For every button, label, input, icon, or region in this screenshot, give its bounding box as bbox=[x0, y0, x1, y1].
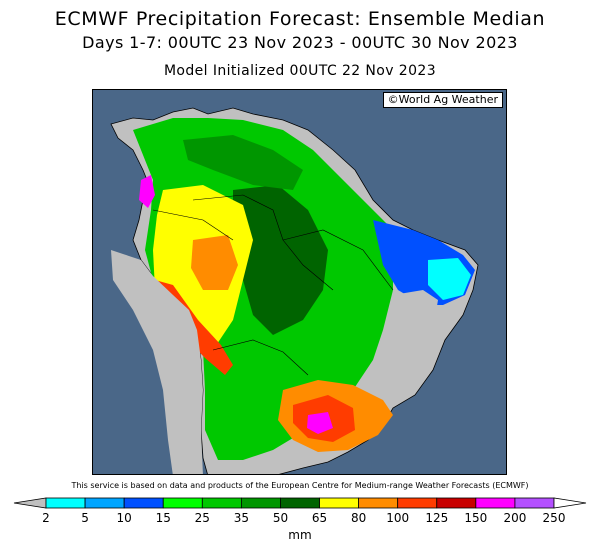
color-legend: 2 5 10 15 25 35 50 65 80 100 125 150 200 250 mm bbox=[12, 494, 588, 548]
precipitation-map: ©World Ag Weather bbox=[92, 89, 507, 475]
legend-color-swatch bbox=[162, 497, 203, 509]
precip-orange-region-west bbox=[191, 235, 238, 290]
legend-color-swatch bbox=[240, 497, 281, 509]
legend-color-swatch bbox=[475, 497, 516, 509]
forecast-period: Days 1-7: 00UTC 23 Nov 2023 - 00UTC 30 N… bbox=[82, 33, 518, 52]
credit-label: ©World Ag Weather bbox=[382, 92, 503, 108]
legend-tick-label: 5 bbox=[81, 511, 89, 525]
legend-tick-label: 100 bbox=[386, 511, 410, 525]
legend-colorbar bbox=[13, 497, 587, 509]
legend-tick-label: 25 bbox=[194, 511, 210, 525]
dry-region-west-coast bbox=[111, 250, 203, 474]
precip-midgreen-region bbox=[183, 135, 303, 190]
data-source-note: This service is based on data and produc… bbox=[71, 481, 529, 490]
map-title: ECMWF Precipitation Forecast: Ensemble M… bbox=[54, 8, 546, 30]
legend-color-swatch bbox=[319, 497, 360, 509]
legend-above-max-arrow bbox=[553, 497, 587, 509]
legend-tick-label: 50 bbox=[272, 511, 289, 525]
precip-magenta-region-south bbox=[307, 412, 333, 434]
legend-color-swatch bbox=[358, 497, 399, 509]
dry-region-northeast bbox=[393, 290, 438, 340]
legend-tick-label: 80 bbox=[350, 511, 367, 525]
legend-color-swatch bbox=[201, 497, 242, 509]
legend-tick-label: 35 bbox=[233, 511, 250, 525]
precip-darkgreen-region bbox=[233, 185, 328, 335]
legend-tick-label: 10 bbox=[116, 511, 132, 525]
legend-color-swatch bbox=[514, 497, 555, 509]
country-borders bbox=[152, 194, 394, 376]
legend-color-swatch bbox=[280, 497, 320, 509]
legend-tick-label: 250 bbox=[542, 511, 566, 525]
legend-tick-label: 2 bbox=[42, 511, 50, 525]
legend-tick-label: 150 bbox=[464, 511, 488, 525]
legend-tick-label: 65 bbox=[311, 511, 328, 525]
map-canvas bbox=[93, 90, 506, 474]
precip-magenta-north bbox=[139, 175, 155, 208]
legend-tick-label: 200 bbox=[503, 511, 527, 525]
legend-color-swatch bbox=[45, 497, 86, 509]
legend-tick-label: 125 bbox=[425, 511, 449, 525]
legend-color-swatch bbox=[84, 497, 125, 509]
legend-below-min-arrow bbox=[13, 497, 47, 509]
legend-tick-label: 15 bbox=[155, 511, 171, 525]
legend-color-swatch bbox=[397, 497, 438, 509]
model-init-time: Model Initialized 00UTC 22 Nov 2023 bbox=[163, 63, 437, 79]
legend-color-swatch bbox=[123, 497, 164, 509]
legend-unit: mm bbox=[288, 528, 312, 542]
legend-color-swatch bbox=[436, 497, 477, 509]
precip-cyan-east bbox=[428, 258, 471, 300]
